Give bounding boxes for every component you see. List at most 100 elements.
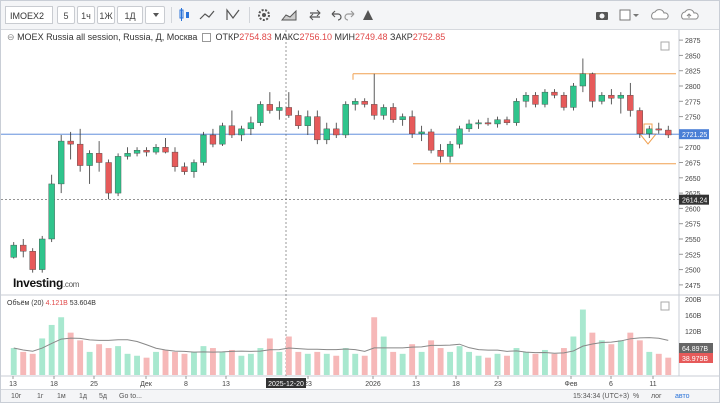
legend-settings-icon[interactable]: [201, 33, 211, 43]
volume-bar: [466, 351, 472, 375]
candle-body: [228, 125, 236, 136]
volume-bar: [399, 353, 406, 375]
x-tick-label: 11: [649, 381, 656, 388]
percent-toggle[interactable]: %: [633, 393, 640, 400]
candle-body: [133, 150, 141, 154]
symbol-input[interactable]: IMOEX2: [5, 6, 53, 24]
candle-body: [522, 94, 530, 102]
candles-icon[interactable]: [175, 6, 193, 24]
volume-bar: [447, 351, 454, 375]
volume-bar: [115, 346, 122, 375]
candle-body: [20, 244, 27, 252]
crosshair-price-label: 2614.24: [682, 198, 707, 205]
volume-bar: [304, 353, 311, 375]
low-label: МИН: [334, 32, 355, 42]
layout-icon[interactable]: [617, 6, 641, 24]
candle-body: [238, 128, 245, 136]
log-toggle[interactable]: лог: [651, 393, 662, 400]
volume-bar: [219, 351, 226, 375]
candle-body: [579, 73, 587, 87]
camera-icon[interactable]: [593, 6, 611, 24]
x-tick-label: 23: [304, 381, 312, 388]
candle-body: [465, 123, 473, 130]
y-tick-label: 2650: [685, 176, 701, 183]
candle-body: [551, 91, 558, 96]
drawing-tools-icon[interactable]: [223, 6, 243, 24]
candle-body: [494, 119, 501, 125]
candle-body: [380, 107, 387, 116]
ohlc-legend: ⊖ MOEX Russia all session, Russia, Д, Мо…: [7, 32, 445, 43]
alert-icon[interactable]: [359, 6, 377, 24]
y-tick-label: 2850: [685, 53, 701, 60]
volume-bar: [29, 353, 36, 375]
interval-5[interactable]: 5: [57, 6, 75, 24]
range-10y[interactable]: 10г: [11, 393, 22, 400]
cloud-save-icon[interactable]: [677, 6, 703, 24]
volume-bar: [172, 351, 178, 375]
volume-bar: [627, 332, 634, 375]
price-chart[interactable]: 2475 2500 2525 2550 2575 2600 2625 2650 2675 2700…: [1, 30, 719, 388]
candle-body: [655, 128, 662, 131]
volume-bar: [608, 344, 615, 375]
x-tick-label: 18: [452, 381, 460, 388]
bottom-bar: 10г 1г 1м 1д 5д Go to... 15:34:34 (UTC+3…: [1, 389, 719, 402]
open-value: 2754.83: [239, 32, 272, 42]
area-chart-icon[interactable]: [279, 6, 299, 24]
interval-1h[interactable]: 1ч: [77, 6, 95, 24]
volume-bar: [323, 353, 330, 375]
range-1d[interactable]: 1д: [79, 393, 87, 400]
indicators-icon[interactable]: [197, 6, 217, 24]
redo-icon[interactable]: [343, 6, 359, 24]
candle-body: [570, 85, 577, 108]
interval-dropdown[interactable]: [145, 6, 165, 24]
y-tick-label: 2525: [685, 252, 701, 259]
y-tick-label: 2500: [685, 268, 701, 275]
candle-body: [608, 94, 615, 99]
collapse-icon[interactable]: ⊖: [7, 32, 15, 42]
candle-body: [352, 101, 359, 105]
scale-up-icon: [660, 41, 670, 51]
volume-bar: [285, 336, 292, 375]
candle-body: [532, 94, 539, 105]
volume-tick-label: 200B: [685, 297, 702, 304]
volume-bar: [636, 340, 643, 375]
candle-body: [105, 162, 112, 194]
investing-logo: Investing.com: [13, 276, 80, 290]
y-tick-label: 2875: [685, 38, 701, 45]
x-tick-label: 8: [184, 381, 188, 388]
cloud-load-icon[interactable]: [647, 6, 673, 24]
volume-bar: [409, 344, 416, 375]
volume-tag: [679, 343, 713, 353]
compare-icon[interactable]: [305, 6, 325, 24]
goto-button[interactable]: Go to...: [119, 393, 142, 400]
candle-body: [646, 128, 653, 134]
gear-icon[interactable]: [255, 6, 273, 24]
auto-toggle[interactable]: авто: [675, 393, 690, 400]
range-1y[interactable]: 1г: [37, 393, 44, 400]
volume-value-1: 4.121B: [45, 300, 68, 307]
volume-bar: [67, 332, 74, 375]
volume-bar: [48, 324, 55, 375]
volume-bar: [532, 353, 539, 375]
candle-body: [342, 104, 349, 136]
x-tick-label: 25: [90, 381, 98, 388]
candle-body: [39, 238, 46, 270]
volume-bar: [665, 357, 672, 375]
volume-bar: [342, 348, 349, 375]
volume-bar: [10, 348, 17, 375]
volume-bar: [361, 355, 368, 375]
interval-1d[interactable]: 1Д: [117, 6, 143, 24]
candle-body: [29, 251, 36, 270]
interval-1w[interactable]: 1Ж: [97, 6, 115, 24]
volume-bar: [96, 344, 103, 375]
candle-body: [418, 131, 425, 134]
y-tick-label: 2825: [685, 69, 701, 76]
candle-body: [314, 116, 321, 141]
candle-body: [171, 151, 179, 167]
range-1m[interactable]: 1м: [57, 393, 66, 400]
scale-up-icon: [660, 301, 670, 311]
undo-icon[interactable]: [327, 6, 343, 24]
range-5d[interactable]: 5д: [99, 393, 107, 400]
volume-legend: Объём (20) 4.121B 53.604B: [7, 300, 96, 307]
candle-body: [285, 107, 292, 116]
